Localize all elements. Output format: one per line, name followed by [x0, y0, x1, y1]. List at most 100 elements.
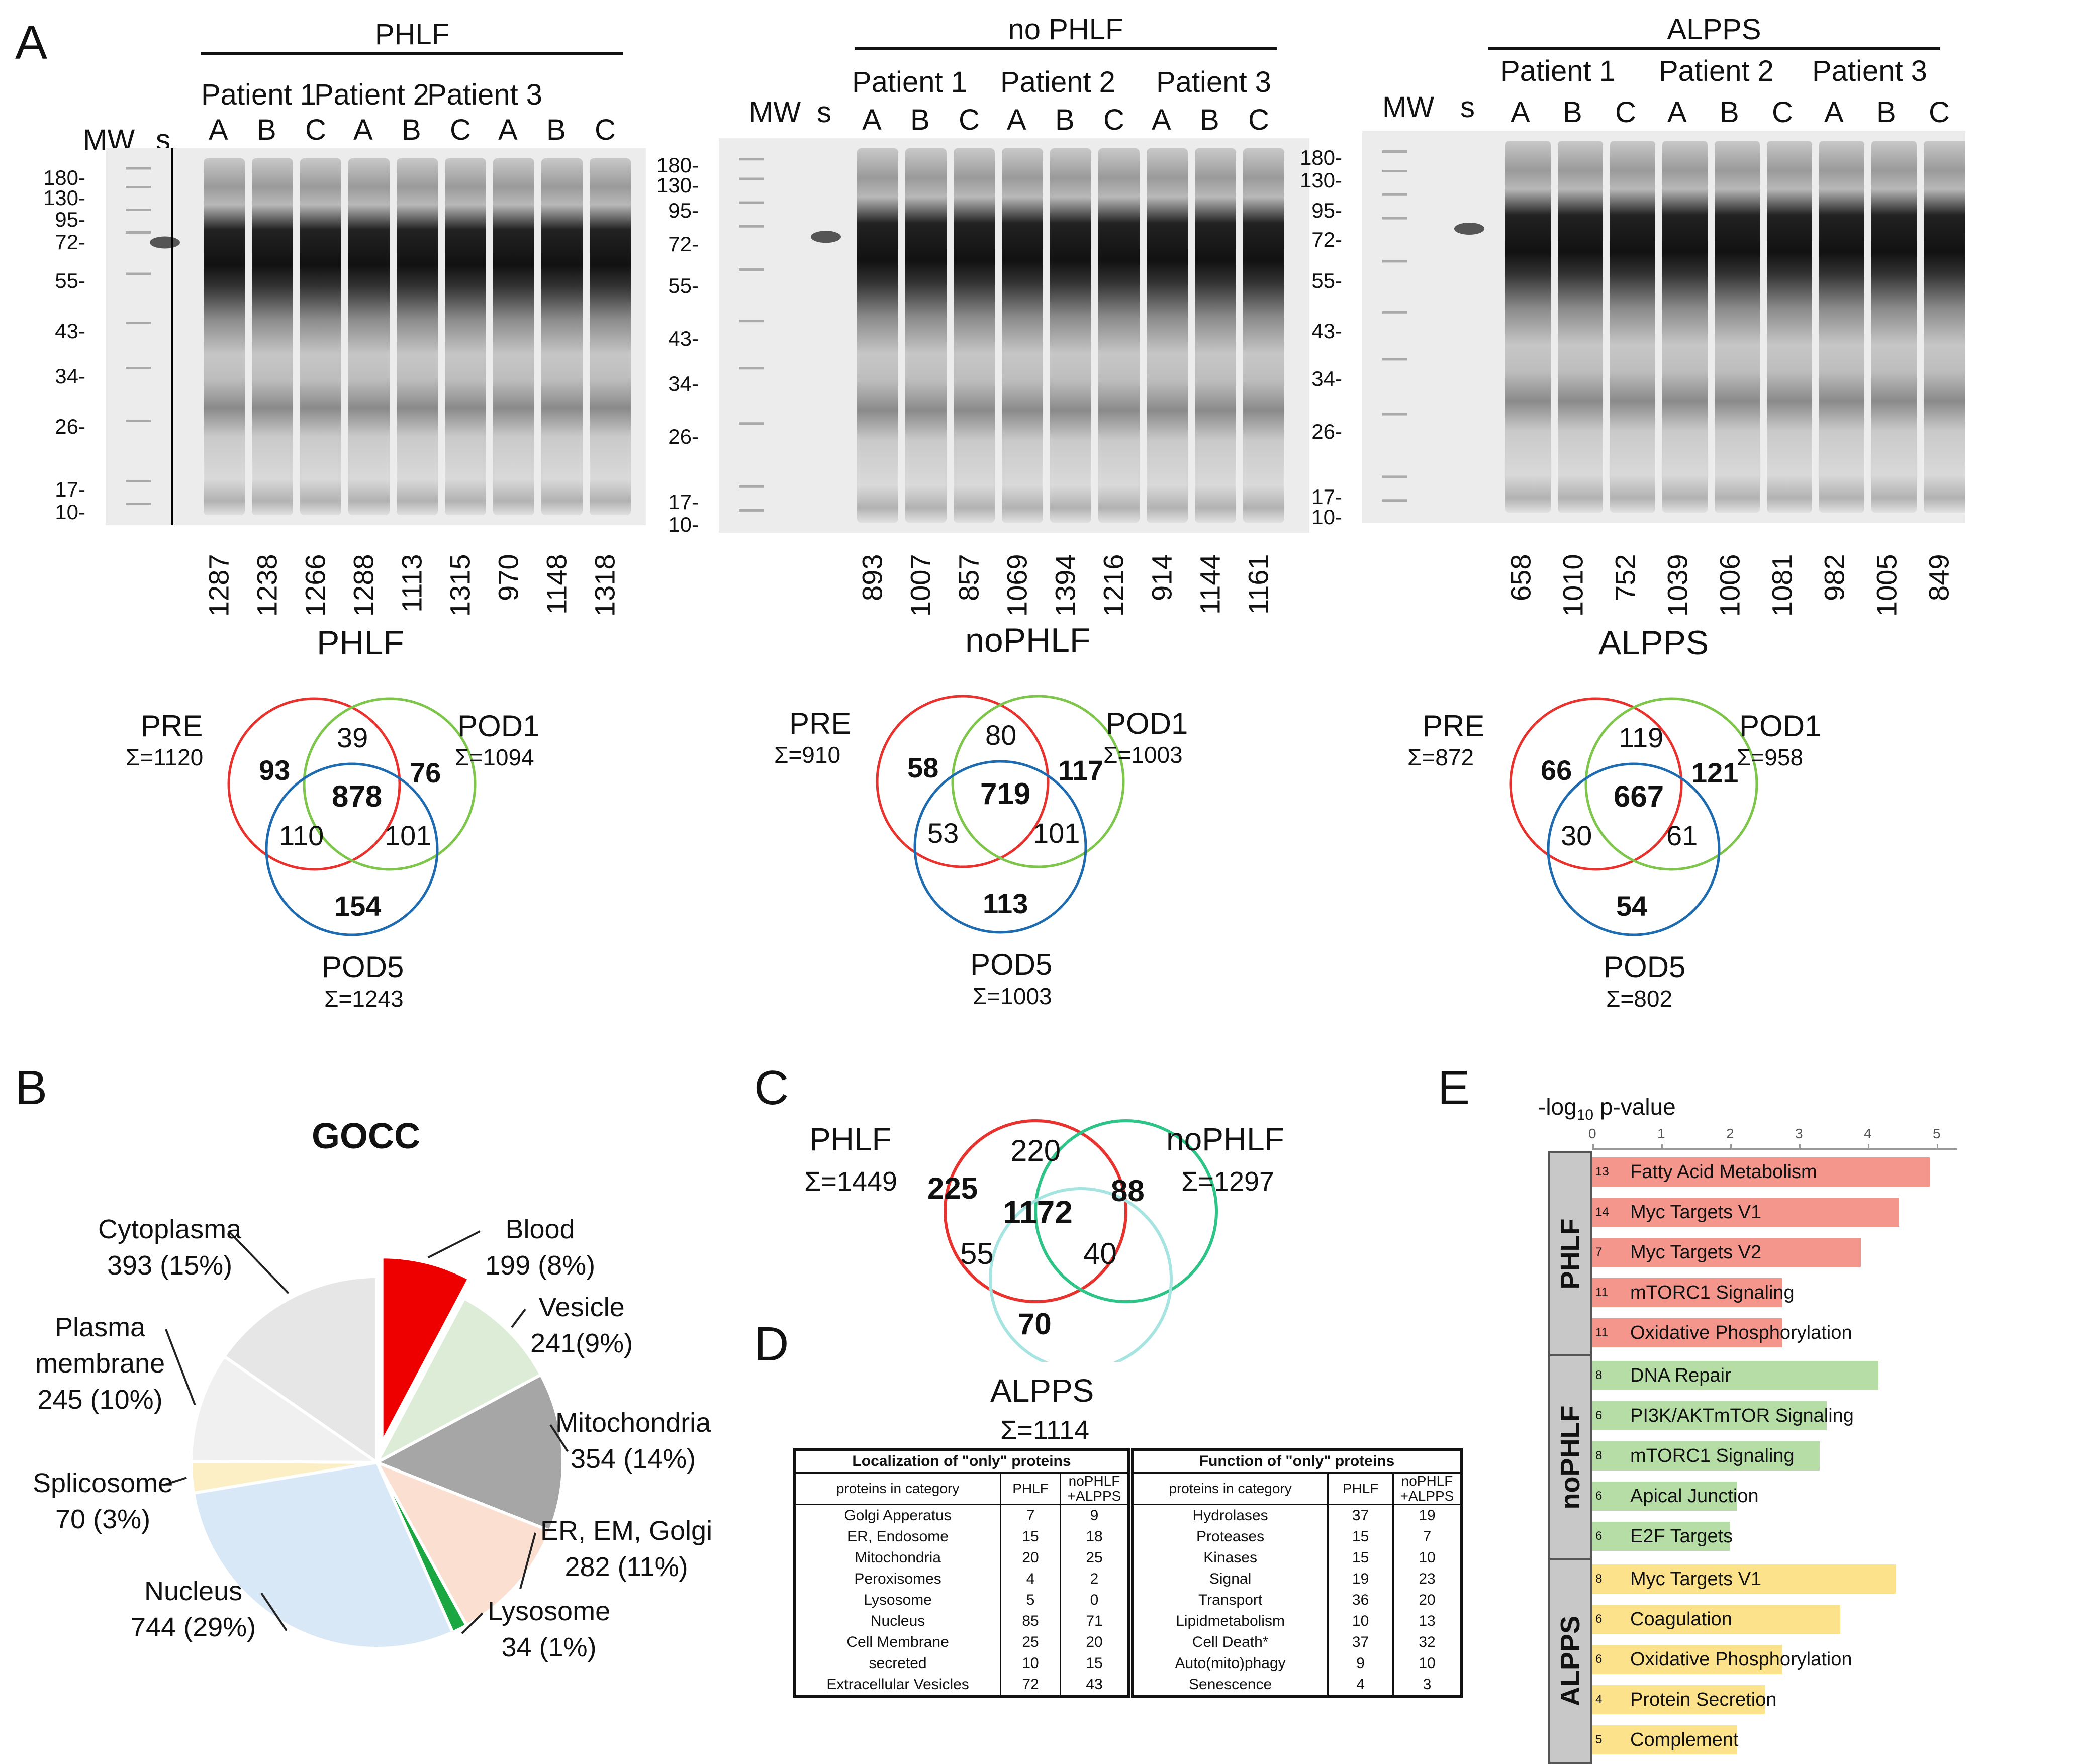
table-cell: 71: [1060, 1611, 1127, 1632]
venn-1-pod1-pod5: 101: [1033, 817, 1080, 849]
table-row: Hydrolases 37 19: [1134, 1504, 1460, 1526]
function-header-category: proteins in category: [1134, 1473, 1328, 1505]
venn-c-nophlf-alpps: 40: [1083, 1237, 1117, 1270]
table-cell: 13: [1392, 1611, 1460, 1632]
venn-0-pod5-label: POD5: [322, 950, 404, 984]
pie-title: GOCC: [312, 1116, 420, 1156]
table-cell: 85: [1000, 1611, 1061, 1632]
gel-1-group-title: no PHLF: [1008, 13, 1123, 46]
panel-label-e: E: [1438, 1061, 1470, 1115]
bar-tick-mark: [1868, 1144, 1869, 1149]
gel-2-protein-count: 752: [1609, 554, 1641, 601]
pie-label: Mitochondria 354 (14%): [555, 1408, 711, 1474]
table-cell: 10: [1392, 1653, 1460, 1674]
table-row: Lysosome 5 0: [796, 1590, 1127, 1611]
gel-0-lane-label: B: [546, 114, 566, 146]
pie-slice-vesicle: [373, 1296, 543, 1466]
bar-tick-mark: [1799, 1144, 1801, 1149]
pie-leader-line: [461, 1612, 484, 1634]
gel-2-marker-label: 17-: [1311, 485, 1342, 509]
bar-tick-label: 0: [1588, 1126, 1596, 1141]
bar: [1592, 1605, 1841, 1634]
gel-2-protein-count: 849: [1923, 554, 1955, 601]
localization-table-title: Localization of "only" proteins: [796, 1451, 1127, 1474]
gel-2-protein-count: 658: [1504, 554, 1537, 601]
gel-0-marker-label: 95-: [55, 208, 85, 231]
pie-leader-line: [427, 1230, 481, 1259]
table-row: Lipidmetabolism 10 13: [1134, 1611, 1460, 1632]
table-cell: Cell Death*: [1192, 1634, 1269, 1650]
table-cell: Hydrolases: [1192, 1507, 1268, 1524]
table-cell: Transport: [1198, 1592, 1263, 1608]
table-cell: 7: [1392, 1526, 1460, 1547]
venn-c-phlf-sum: Σ=1449: [804, 1166, 898, 1197]
table-row: ER, Endosome 15 18: [796, 1526, 1127, 1547]
table-cell: Mitochondria: [855, 1549, 941, 1566]
venn-2-pod1-circle: [1584, 697, 1758, 871]
venn-1-pre-label: PRE: [789, 707, 852, 740]
table-row: secreted 10 15: [796, 1653, 1127, 1674]
gel-2-mw-label: MW: [1382, 91, 1435, 124]
bar: [1592, 1645, 1782, 1674]
bar-label: mTORC1 Signaling: [1630, 1445, 1795, 1466]
bar-label: Myc Targets V1: [1630, 1569, 1762, 1590]
gel-1-marker-label: 180-: [656, 153, 699, 177]
bar-label: PI3K/AKTmTOR Signaling: [1630, 1405, 1854, 1426]
table-cell: 9: [1327, 1653, 1393, 1674]
bar-group-label: PHLF: [1555, 1218, 1585, 1290]
table-cell: 15: [1060, 1653, 1127, 1674]
panel-label-b: B: [15, 1061, 48, 1115]
gel-2-group-title: ALPPS: [1667, 13, 1761, 46]
gel-1-marker-label: 34-: [668, 372, 699, 396]
bar-tick-mark: [1730, 1144, 1732, 1149]
table-row: Proteases 15 7: [1134, 1526, 1460, 1547]
table-cell: 25: [1060, 1547, 1127, 1569]
venn-2-pod1-label: POD1: [1739, 709, 1822, 743]
table-cell: Golgi Apperatus: [844, 1507, 952, 1524]
gel-0-image: [106, 148, 646, 525]
table-cell: Auto(mito)phagy: [1175, 1655, 1286, 1672]
panel-label-a: A: [15, 16, 48, 69]
venn-1-pre-circle: [876, 695, 1050, 868]
venn-0-pod1-sum: Σ=1094: [455, 744, 534, 770]
gel-1-lane-label: C: [959, 104, 980, 136]
gel-1-protein-count: 1216: [1097, 554, 1129, 617]
venn-1-pre-sum: Σ=910: [774, 742, 841, 768]
table-cell: 20: [1000, 1547, 1061, 1569]
bar-count: 7: [1595, 1245, 1603, 1259]
pie-label: Vesicle 241(9%): [530, 1292, 633, 1358]
gel-2-protein-count: 1006: [1714, 554, 1746, 617]
table-row: Mitochondria 20 25: [796, 1547, 1127, 1569]
bar-label: mTORC1 Signaling: [1630, 1282, 1795, 1303]
gel-0-lane-label: C: [595, 114, 616, 146]
venn-1-pod1-sum: Σ=1003: [1103, 742, 1183, 768]
gel-2-lane-label: C: [1615, 96, 1636, 129]
bar: [1592, 1157, 1930, 1187]
gel-0-marker-label: 180-: [43, 166, 85, 189]
table-cell: 37: [1327, 1632, 1393, 1653]
gel-2-protein-count: 1081: [1766, 554, 1798, 617]
gel-1-lane-label: B: [1200, 104, 1219, 136]
pie-slice-blood: [380, 1255, 472, 1444]
venn-1-title: noPHLF: [965, 621, 1091, 659]
venn-1-only-pod5: 113: [983, 888, 1028, 919]
pie-leader-line: [549, 1424, 569, 1452]
panel-label-d: D: [754, 1317, 789, 1371]
bar-count: 11: [1595, 1286, 1608, 1299]
bar-tick-mark: [1661, 1144, 1663, 1149]
bar: [1592, 1564, 1896, 1594]
venn-2-title: ALPPS: [1598, 624, 1709, 662]
gel-2-lane-label: C: [1929, 96, 1950, 129]
table-cell: 19: [1392, 1504, 1460, 1526]
gel-0-marker-label: 26-: [55, 415, 85, 438]
gel-0-lane-label: A: [209, 114, 228, 146]
table-cell: 25: [1000, 1632, 1061, 1653]
table-cell: 15: [1000, 1526, 1061, 1547]
venn-c: [944, 1119, 1218, 1362]
pie-label: Nucleus 744 (29%): [131, 1576, 256, 1642]
gel-1-patient-label: Patient 3: [1156, 66, 1271, 99]
pie-slice-nucleus: [192, 1460, 455, 1650]
bar-count: 8: [1595, 1368, 1603, 1382]
gel-1-marker-label: 72-: [668, 232, 699, 256]
table-cell: 4: [1000, 1569, 1061, 1590]
